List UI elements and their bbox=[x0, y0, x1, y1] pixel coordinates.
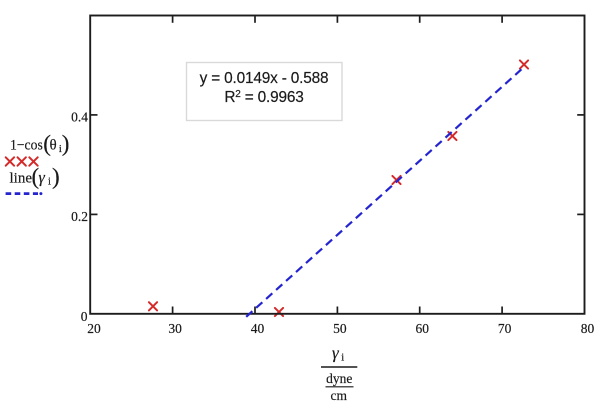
svg-text:50: 50 bbox=[333, 321, 347, 336]
svg-text:R2 = 0.9963: R2 = 0.9963 bbox=[224, 89, 303, 106]
svg-text:1−cos: 1−cos bbox=[10, 138, 43, 154]
svg-text:30: 30 bbox=[168, 321, 182, 336]
svg-text:): ) bbox=[62, 131, 70, 156]
svg-text:80: 80 bbox=[581, 321, 595, 336]
svg-text:γ: γ bbox=[332, 344, 340, 363]
svg-text:dyne: dyne bbox=[326, 371, 352, 386]
svg-text:i: i bbox=[341, 353, 344, 364]
svg-text:(: ( bbox=[32, 164, 40, 189]
svg-text:): ) bbox=[52, 164, 60, 189]
svg-text:θ: θ bbox=[50, 138, 57, 154]
svg-text:i: i bbox=[59, 144, 62, 155]
svg-text:0.4: 0.4 bbox=[71, 109, 88, 124]
svg-text:i: i bbox=[48, 176, 51, 187]
svg-text:60: 60 bbox=[415, 321, 429, 336]
svg-text:0.2: 0.2 bbox=[71, 209, 88, 224]
svg-text:γ: γ bbox=[39, 170, 46, 187]
svg-text:line: line bbox=[10, 171, 33, 187]
svg-text:cm: cm bbox=[331, 388, 348, 403]
svg-text:0: 0 bbox=[81, 309, 88, 324]
svg-text:70: 70 bbox=[498, 321, 512, 336]
svg-text:y = 0.0149x - 0.588: y = 0.0149x - 0.588 bbox=[200, 70, 329, 87]
svg-text:20: 20 bbox=[87, 321, 101, 336]
svg-text:40: 40 bbox=[251, 321, 265, 336]
svg-text:(: ( bbox=[43, 131, 51, 156]
